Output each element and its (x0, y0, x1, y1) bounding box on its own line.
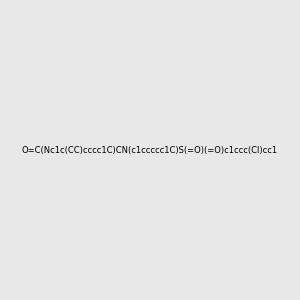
Text: O=C(Nc1c(CC)cccc1C)CN(c1ccccc1C)S(=O)(=O)c1ccc(Cl)cc1: O=C(Nc1c(CC)cccc1C)CN(c1ccccc1C)S(=O)(=O… (22, 146, 278, 154)
